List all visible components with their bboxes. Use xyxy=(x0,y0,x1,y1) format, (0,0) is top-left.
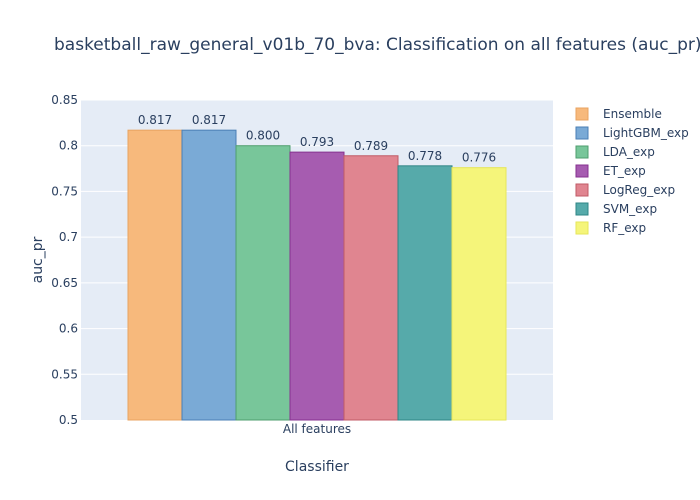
bar-value-label: 0.817 xyxy=(192,113,226,127)
bar-value-label: 0.817 xyxy=(138,113,172,127)
legend-label: LDA_exp xyxy=(603,145,655,159)
bar-labels: 0.817 0.817 0.800 0.793 0.789 0.778 0.776 xyxy=(138,113,496,164)
legend-label: SVM_exp xyxy=(603,202,657,216)
bar-value-label: 0.778 xyxy=(408,149,442,163)
bar-value-label: 0.793 xyxy=(300,135,334,149)
legend-swatch xyxy=(575,183,589,197)
legend-label: ET_exp xyxy=(603,164,646,178)
y-tick-label: 0.7 xyxy=(59,230,78,244)
y-tick-label: 0.6 xyxy=(59,322,78,336)
bar-ET_exp xyxy=(289,151,345,421)
legend-swatch xyxy=(575,221,589,235)
y-tick-label: 0.85 xyxy=(51,93,78,107)
legend-swatch xyxy=(575,145,589,159)
chart-title: basketball_raw_general_v01b_70_bva: Clas… xyxy=(54,35,700,55)
legend: Ensemble LightGBM_exp LDA_exp ET_exp LogReg_… xyxy=(575,107,689,235)
legend-swatch xyxy=(575,202,589,216)
bar-SVM_exp xyxy=(397,165,453,421)
y-axis-title: auc_pr xyxy=(30,236,46,283)
bar-Ensemble xyxy=(127,129,183,421)
y-tick-label: 0.75 xyxy=(51,184,78,198)
y-tick-label: 0.8 xyxy=(59,139,78,153)
legend-swatch xyxy=(575,164,589,178)
y-axis-ticks: 0.5 0.55 0.6 0.65 0.7 0.75 0.8 0.85 xyxy=(51,93,78,427)
legend-swatch xyxy=(575,107,589,121)
bar-LDA_exp xyxy=(235,145,291,421)
legend-label: LogReg_exp xyxy=(603,183,675,197)
legend-label: RF_exp xyxy=(603,221,646,235)
bars xyxy=(127,129,507,421)
bar-value-label: 0.789 xyxy=(354,139,388,153)
bar-RF_exp xyxy=(451,167,507,421)
bar-LightGBM_exp xyxy=(181,129,237,421)
legend-swatch xyxy=(575,126,589,140)
legend-label: Ensemble xyxy=(603,107,662,121)
y-tick-label: 0.55 xyxy=(51,367,78,381)
y-tick-label: 0.65 xyxy=(51,276,78,290)
bar-value-label: 0.776 xyxy=(462,151,496,165)
x-tick-label: All features xyxy=(283,422,351,436)
y-tick-label: 0.5 xyxy=(59,413,78,427)
bar-value-label: 0.800 xyxy=(246,129,280,143)
x-axis-title: Classifier xyxy=(285,459,349,475)
legend-label: LightGBM_exp xyxy=(603,126,689,140)
bar-LogReg_exp xyxy=(343,155,399,421)
